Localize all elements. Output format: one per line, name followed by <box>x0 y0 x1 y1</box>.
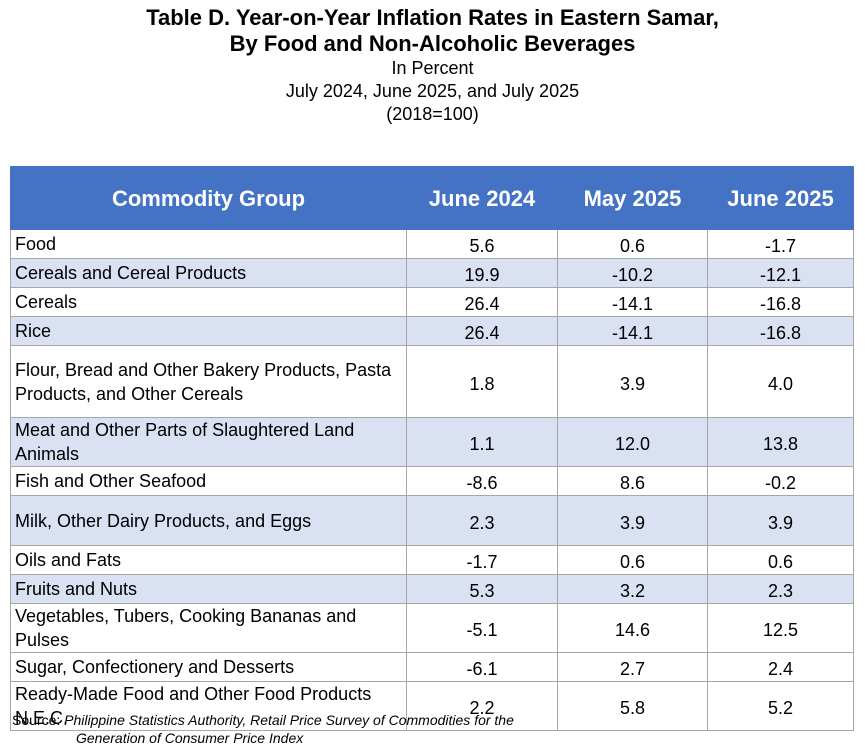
row-label: Milk, Other Dairy Products, and Eggs <box>10 495 407 546</box>
table-row: Milk, Other Dairy Products, and Eggs 2.3… <box>10 495 854 546</box>
table-row: Food 5.6 0.6 -1.7 <box>10 229 854 259</box>
cell-value: 3.9 <box>707 495 854 546</box>
cell-value: -6.1 <box>406 652 558 682</box>
cell-value: 0.6 <box>557 229 708 259</box>
cell-value: 2.7 <box>557 652 708 682</box>
table-row: Rice 26.4 -14.1 -16.8 <box>10 316 854 346</box>
cell-value: -10.2 <box>557 258 708 288</box>
row-label: Fruits and Nuts <box>10 574 407 604</box>
cell-value: 3.2 <box>557 574 708 604</box>
table-row: Flour, Bread and Other Bakery Products, … <box>10 345 854 418</box>
source-text-line-1: Philippine Statistics Authority, Retail … <box>64 712 514 728</box>
cell-value: 2.4 <box>707 652 854 682</box>
cell-value: 5.3 <box>406 574 558 604</box>
cell-value: -12.1 <box>707 258 854 288</box>
cell-value: 13.8 <box>707 417 854 467</box>
cell-value: -0.2 <box>707 466 854 496</box>
cell-value: -16.8 <box>707 316 854 346</box>
cell-value: 12.5 <box>707 603 854 653</box>
title-block: Table D. Year-on-Year Inflation Rates in… <box>0 0 865 126</box>
cell-value: -1.7 <box>406 545 558 575</box>
row-label: Cereals <box>10 287 407 317</box>
subtitle-base-year: (2018=100) <box>386 104 479 124</box>
cell-value: 8.6 <box>557 466 708 496</box>
subtitle-unit: In Percent <box>391 58 474 78</box>
table-row: Fish and Other Seafood -8.6 8.6 -0.2 <box>10 466 854 496</box>
header-june-2025: June 2025 <box>707 166 854 230</box>
cell-value: 19.9 <box>406 258 558 288</box>
source-label: Source: <box>12 712 61 728</box>
cell-value: -8.6 <box>406 466 558 496</box>
cell-value: -1.7 <box>707 229 854 259</box>
cell-value: -14.1 <box>557 316 708 346</box>
table-row: Sugar, Confectionery and Desserts -6.1 2… <box>10 652 854 682</box>
row-label: Oils and Fats <box>10 545 407 575</box>
row-label: Flour, Bread and Other Bakery Products, … <box>10 345 407 418</box>
table-row: Ready-Made Food and Other Food Products … <box>10 681 854 731</box>
table-title-line-2: By Food and Non-Alcoholic Beverages <box>229 31 636 56</box>
row-label: Rice <box>10 316 407 346</box>
row-label: Ready-Made Food and Other Food Products … <box>10 681 407 731</box>
table-header-row: Commodity Group June 2024 May 2025 June … <box>10 166 854 230</box>
cell-value: 4.0 <box>707 345 854 418</box>
row-label: Vegetables, Tubers, Cooking Bananas and … <box>10 603 407 653</box>
subtitle-periods: July 2024, June 2025, and July 2025 <box>285 81 580 101</box>
table-row: Fruits and Nuts 5.3 3.2 2.3 <box>10 574 854 604</box>
cell-value: 2.2 <box>406 681 558 731</box>
cell-value: 0.6 <box>557 545 708 575</box>
source-note: Source: Philippine Statistics Authority,… <box>12 711 514 747</box>
source-text-line-2: Generation of Consumer Price Index <box>76 730 304 746</box>
header-may-2025: May 2025 <box>557 166 708 230</box>
cell-value: 5.6 <box>406 229 558 259</box>
header-june-2024: June 2024 <box>406 166 558 230</box>
cell-value: 0.6 <box>707 545 854 575</box>
cell-value: 12.0 <box>557 417 708 467</box>
header-commodity-group: Commodity Group <box>10 166 407 230</box>
cell-value: 3.9 <box>557 495 708 546</box>
row-label: Fish and Other Seafood <box>10 466 407 496</box>
cell-value: 26.4 <box>406 287 558 317</box>
cell-value: 14.6 <box>557 603 708 653</box>
cell-value: 3.9 <box>557 345 708 418</box>
cell-value: 1.1 <box>406 417 558 467</box>
cell-value: 2.3 <box>406 495 558 546</box>
table-row: Vegetables, Tubers, Cooking Bananas and … <box>10 603 854 653</box>
cell-value: -16.8 <box>707 287 854 317</box>
cell-value: 2.3 <box>707 574 854 604</box>
row-label: Food <box>10 229 407 259</box>
cell-value: 5.2 <box>707 681 854 731</box>
row-label: Cereals and Cereal Products <box>10 258 407 288</box>
cell-value: 1.8 <box>406 345 558 418</box>
table-row: Oils and Fats -1.7 0.6 0.6 <box>10 545 854 575</box>
table-row: Cereals and Cereal Products 19.9 -10.2 -… <box>10 258 854 288</box>
cell-value: 5.8 <box>557 681 708 731</box>
cell-value: -14.1 <box>557 287 708 317</box>
row-label: Meat and Other Parts of Slaughtered Land… <box>10 417 407 467</box>
cell-value: -5.1 <box>406 603 558 653</box>
row-label: Sugar, Confectionery and Desserts <box>10 652 407 682</box>
inflation-table: Commodity Group June 2024 May 2025 June … <box>10 166 854 731</box>
cell-value: 26.4 <box>406 316 558 346</box>
table-title-line-1: Table D. Year-on-Year Inflation Rates in… <box>146 5 719 30</box>
table-row: Meat and Other Parts of Slaughtered Land… <box>10 417 854 467</box>
table-row: Cereals 26.4 -14.1 -16.8 <box>10 287 854 317</box>
